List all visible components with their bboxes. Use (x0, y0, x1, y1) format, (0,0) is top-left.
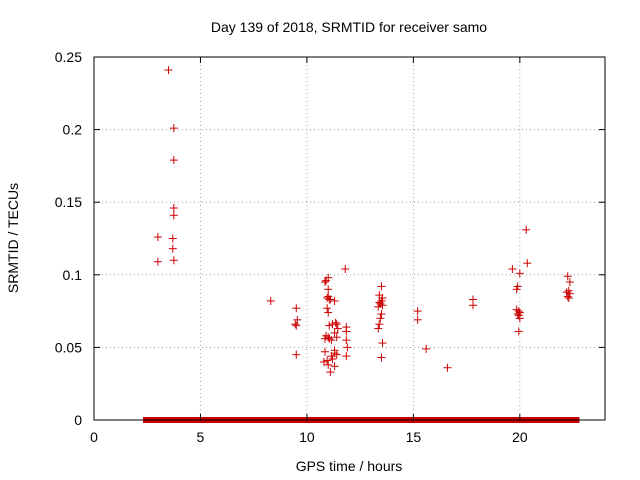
data-point (291, 320, 300, 329)
data-point (321, 347, 330, 356)
data-point (378, 339, 387, 348)
y-tick-label: 0.2 (63, 122, 83, 138)
x-tick-label: 20 (512, 429, 528, 445)
x-tick-label: 5 (197, 429, 205, 445)
data-point (321, 334, 330, 343)
x-tick-label: 10 (299, 429, 315, 445)
data-point (153, 257, 162, 266)
data-point (376, 314, 385, 323)
data-point (565, 278, 574, 287)
data-point (323, 294, 332, 303)
data-point (523, 259, 532, 268)
data-point (563, 292, 572, 301)
chart-title: Day 139 of 2018, SRMTID for receiver sam… (211, 19, 487, 35)
data-point (375, 320, 384, 329)
data-point (562, 288, 571, 297)
data-point (342, 352, 351, 361)
data-point (563, 272, 572, 281)
data-point (323, 304, 332, 313)
data-points (142, 66, 580, 423)
data-point (292, 350, 301, 359)
data-point (377, 310, 386, 319)
data-point (328, 355, 337, 364)
data-point (169, 211, 178, 220)
data-point (332, 333, 341, 342)
data-point (330, 296, 339, 305)
data-point (468, 301, 477, 310)
data-point (514, 327, 523, 336)
data-point (515, 269, 524, 278)
data-point (342, 327, 351, 336)
data-point (319, 357, 328, 366)
data-point (564, 294, 573, 303)
data-point (342, 336, 351, 345)
data-point (422, 344, 431, 353)
data-point (324, 360, 333, 369)
x-tick-label: 0 (90, 429, 98, 445)
data-point (343, 343, 352, 352)
x-tick-label: 15 (406, 429, 422, 445)
data-point (324, 308, 333, 317)
data-point (325, 321, 334, 330)
y-tick-label: 0.25 (55, 49, 82, 65)
x-axis-label: GPS time / hours (296, 458, 403, 474)
data-point (513, 310, 522, 319)
data-point (508, 264, 517, 273)
data-point (292, 321, 301, 330)
data-point (378, 301, 387, 310)
plot-frame (93, 56, 606, 421)
data-point (332, 350, 341, 359)
data-point (168, 234, 177, 243)
data-point (169, 156, 178, 165)
data-point (443, 363, 452, 372)
grid-lines (94, 57, 605, 420)
data-point (322, 276, 331, 285)
data-point (292, 304, 301, 313)
data-point (153, 233, 162, 242)
y-tick-label: 0.15 (55, 194, 82, 210)
y-tick-label: 0.05 (55, 339, 82, 355)
data-point (512, 285, 521, 294)
data-point (333, 324, 342, 333)
y-tick-label: 0 (74, 412, 82, 428)
data-point (515, 314, 524, 323)
data-point (326, 368, 335, 377)
data-point (413, 307, 422, 316)
y-tick-label: 0.1 (63, 267, 83, 283)
data-point (341, 264, 350, 273)
data-point (164, 66, 173, 75)
data-point (324, 285, 333, 294)
data-point (374, 302, 383, 311)
data-point (377, 282, 386, 291)
data-point (327, 336, 336, 345)
data-point (169, 204, 178, 213)
data-point (293, 315, 302, 324)
data-point (332, 320, 341, 329)
data-point (331, 318, 340, 327)
data-point (413, 315, 422, 324)
data-point (168, 244, 177, 253)
data-point (522, 225, 531, 234)
axes: 0 5 10 15 20 0 0.05 0.1 0.15 0.2 0.25 (55, 49, 606, 445)
data-point (330, 362, 339, 371)
data-point (266, 296, 275, 305)
data-point (377, 353, 386, 362)
data-point (323, 356, 332, 365)
data-point (326, 295, 335, 304)
data-point (330, 328, 339, 337)
y-axis-label: SRMTID / TECUs (5, 183, 21, 293)
data-point (169, 124, 178, 133)
data-point (169, 256, 178, 265)
data-point (374, 324, 383, 333)
data-point (321, 278, 330, 287)
